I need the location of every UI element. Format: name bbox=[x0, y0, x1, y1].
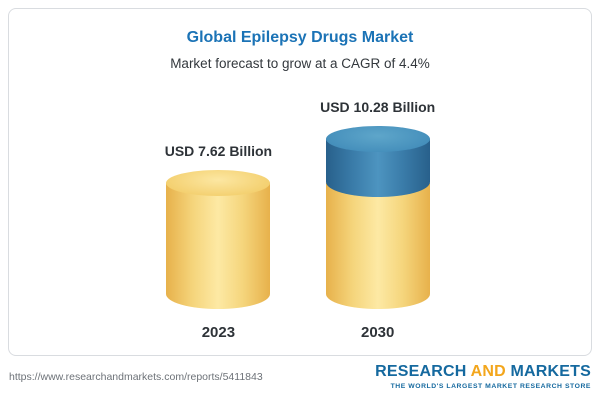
chart-card: Global Epilepsy Drugs Market Market fore… bbox=[8, 8, 592, 356]
value-label-2023: USD 7.62 Billion bbox=[164, 143, 273, 159]
research-and-markets-logo: RESEARCH AND MARKETS THE WORLD'S LARGEST… bbox=[375, 363, 591, 390]
logo-word-markets: MARKETS bbox=[510, 363, 591, 381]
category-label-2023: 2023 bbox=[201, 324, 236, 341]
chart-title: Global Epilepsy Drugs Market bbox=[186, 29, 414, 46]
cylinder-top-ellipse-2030 bbox=[325, 126, 430, 152]
cylinder-2030 bbox=[325, 126, 430, 309]
bar-group-2023: USD 7.62 Billion 2023 bbox=[165, 143, 272, 341]
base-segment-2030 bbox=[325, 183, 430, 309]
value-label-2030: USD 10.28 Billion bbox=[320, 99, 436, 115]
cylinder-2023 bbox=[166, 170, 271, 309]
cylinder-top-ellipse-2023 bbox=[166, 170, 271, 196]
category-label-2030: 2030 bbox=[360, 324, 395, 341]
footer: https://www.researchandmarkets.com/repor… bbox=[9, 356, 591, 398]
cylinder-chart: USD 7.62 Billion 2023 USD 10.28 Billion … bbox=[9, 99, 591, 355]
report-url-link[interactable]: https://www.researchandmarkets.com/repor… bbox=[9, 371, 263, 383]
logo-wordmark: RESEARCH AND MARKETS bbox=[375, 363, 591, 381]
cylinder-body-2023 bbox=[166, 183, 271, 309]
logo-tagline: THE WORLD'S LARGEST MARKET RESEARCH STOR… bbox=[390, 383, 591, 391]
chart-subtitle: Market forecast to grow at a CAGR of 4.4… bbox=[170, 56, 430, 71]
logo-word-research: RESEARCH bbox=[375, 363, 467, 381]
logo-word-and: AND bbox=[470, 363, 506, 381]
bar-group-2030: USD 10.28 Billion 2030 bbox=[320, 99, 435, 341]
